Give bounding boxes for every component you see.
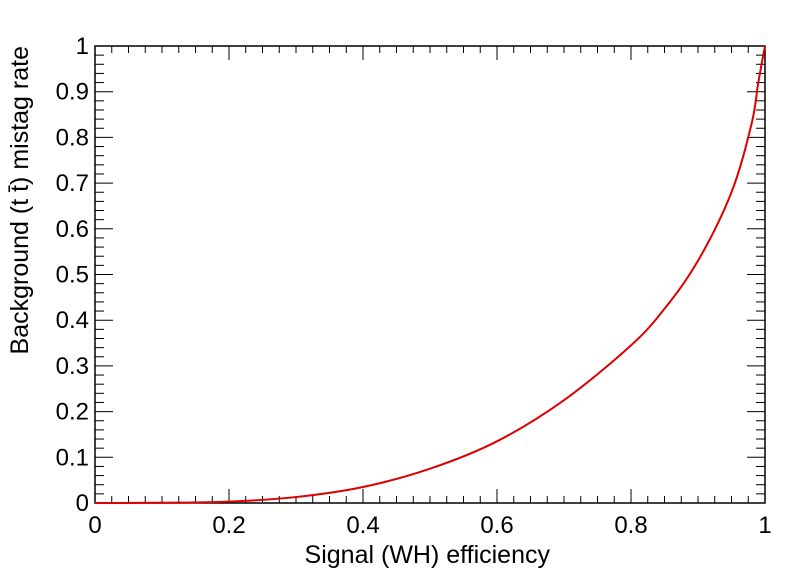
y-minor-ticks: [95, 54, 765, 495]
y-tick-label: 0.7: [56, 170, 89, 197]
y-tick-label: 0.2: [56, 399, 89, 426]
y-tick-label: 0.8: [56, 124, 89, 151]
y-tick-label: 0.5: [56, 262, 89, 289]
y-tick-label: 0.1: [56, 444, 89, 471]
x-tick-label: 0.8: [614, 512, 647, 539]
y-tick-label: 0.4: [56, 307, 89, 334]
x-major-ticks: 0 0.2 0.4 0.6 0.8 1: [88, 46, 772, 539]
y-tick-label: 1: [76, 33, 89, 60]
x-minor-ticks: [111, 46, 749, 503]
y-axis-title: Background (t t̄) mistag rate: [6, 46, 34, 354]
x-tick-label: 0.4: [346, 512, 379, 539]
series-line-0: [94, 45, 766, 504]
x-tick-label: 0: [88, 512, 101, 539]
x-tick-label: 0.2: [212, 512, 245, 539]
x-tick-label: 0.6: [480, 512, 513, 539]
y-tick-label: 0: [76, 490, 89, 517]
plot-frame: [94, 45, 766, 504]
y-tick-label: 0.6: [56, 216, 89, 243]
y-tick-label: 0.3: [56, 353, 89, 380]
x-axis-title: Signal (WH) efficiency: [305, 541, 551, 569]
x-tick-label: 1: [758, 512, 771, 539]
y-major-ticks: 0 0.1 0.2 0.3 0.4 0.5 0.6 0.7 0.8 0.9 1: [56, 33, 765, 517]
series-layer: [94, 45, 766, 504]
y-tick-label: 0.9: [56, 79, 89, 106]
